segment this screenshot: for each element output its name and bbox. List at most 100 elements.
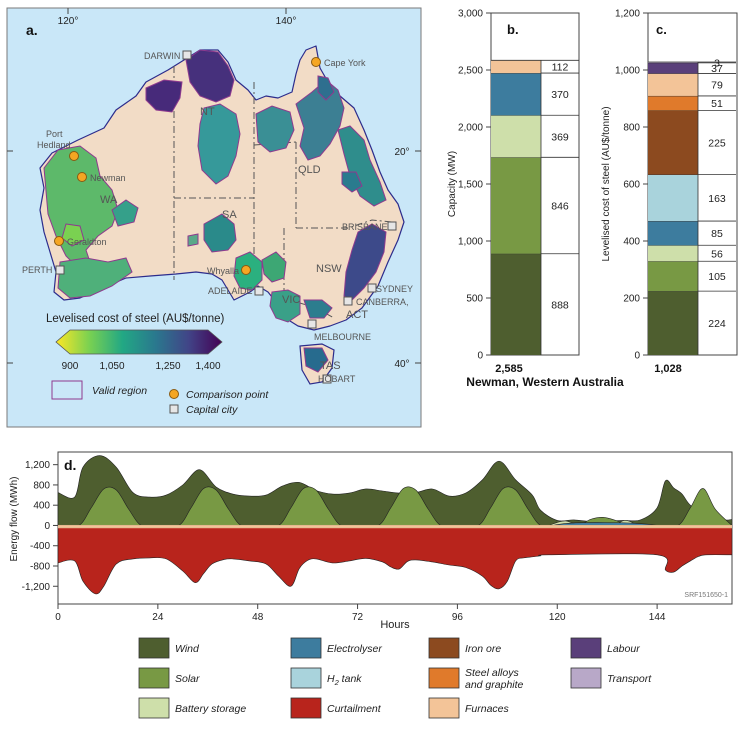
location-label: Newman, Western Australia xyxy=(466,375,624,389)
y-tick-label: 200 xyxy=(623,294,640,305)
legend-swatch-iron-ore xyxy=(428,637,460,659)
capital-marker-hobart xyxy=(322,374,332,384)
y-tick-label: 500 xyxy=(466,294,483,305)
legend-label: Steel alloys xyxy=(465,667,519,679)
legend-capital-swatch xyxy=(169,404,179,414)
legend-swatch-wind xyxy=(138,637,170,659)
legend-label: Curtailment xyxy=(327,703,382,715)
city-melbourne: MELBOURNE xyxy=(314,332,371,342)
segment-value-label: 37 xyxy=(711,63,723,75)
legend-comparison-point: Comparison point xyxy=(186,389,269,401)
point-geraldton xyxy=(54,236,64,246)
capital-marker-brisbane xyxy=(387,221,397,231)
panel-c-total: 1,028 xyxy=(654,363,682,375)
point-newman xyxy=(77,172,87,182)
y-tick-label: 1,500 xyxy=(458,180,483,191)
legend-label: Labour xyxy=(607,643,640,655)
segment-value-label: 3 xyxy=(714,57,720,69)
y-tick-label: 0 xyxy=(44,521,50,532)
x-tick-label: 120 xyxy=(549,612,566,623)
segment-value-label: 56 xyxy=(711,248,723,260)
colorbar-tick-1400: 1,400 xyxy=(195,361,220,372)
legend-swatch-transport xyxy=(570,667,602,689)
legend-label: Transport xyxy=(607,673,652,685)
colorbar xyxy=(55,329,223,355)
label-tas: TAS xyxy=(320,360,341,372)
legend-valid-region: Valid region xyxy=(92,385,147,397)
legend-swatch-h xyxy=(290,667,322,689)
panel-label-c: c. xyxy=(656,22,667,37)
capital-marker-melbourne xyxy=(307,319,317,329)
legend-label: Solar xyxy=(175,673,200,685)
capacity-bar-panel: b. Capacity (MW) 2,585 0 500 1,000 1,500 2,0… xyxy=(447,9,580,375)
x-tick-label: 96 xyxy=(452,612,464,623)
comparison-points: Cape York Port Hedland Newman Geraldton … xyxy=(37,57,366,276)
cost-bar-panel: c. Levelised cost of steel (AU$/tonne) 1… xyxy=(601,9,738,375)
y-tick-label: -1,200 xyxy=(22,582,51,593)
energy-flow-panel: d. Energy flow (MWh) Hours SRF151650-1 -… xyxy=(9,451,733,631)
lat-label-40: 40° xyxy=(394,359,409,370)
label-act: ACT xyxy=(346,309,368,321)
bar-segment-electrolyser xyxy=(491,73,541,116)
label-nsw: NSW xyxy=(316,263,342,275)
lat-label-20: 20° xyxy=(394,147,409,158)
label-whyalla: Whyalla xyxy=(207,266,239,276)
city-canberra: CANBERRA, xyxy=(356,297,409,307)
legend-label: Battery storage xyxy=(175,703,246,715)
label-wa: WA xyxy=(100,194,118,206)
segment-value-label: 163 xyxy=(708,193,726,205)
panel-d-ylabel: Energy flow (MWh) xyxy=(9,476,20,561)
y-tick-label: 0 xyxy=(477,351,483,362)
label-cape-york: Cape York xyxy=(324,58,366,68)
segment-value-label: 112 xyxy=(552,62,569,74)
panel-label-b: b. xyxy=(507,22,519,37)
city-brisbane: BRISBANE xyxy=(342,222,388,232)
legend-swatch-solar xyxy=(138,667,170,689)
y-tick-label: 800 xyxy=(33,480,50,491)
bar-segment-furnaces xyxy=(491,60,541,74)
panel-b-total: 2,585 xyxy=(495,363,523,375)
lon-label-120: 120° xyxy=(58,16,79,27)
legend-swatch-furnaces xyxy=(428,697,460,719)
bar-segment-battery-storage xyxy=(491,115,541,158)
legend-capital-city: Capital city xyxy=(186,404,238,416)
y-tick-label: 1,200 xyxy=(25,460,50,471)
legend-label: H2 tank xyxy=(327,673,362,687)
segment-value-label: 224 xyxy=(708,318,726,330)
x-tick-label: 144 xyxy=(649,612,666,623)
label-vic: VIC xyxy=(282,294,300,306)
colorbar-tick-1050: 1,050 xyxy=(99,361,124,372)
label-nt: NT xyxy=(200,106,215,118)
label-sa: SA xyxy=(222,209,237,221)
legend-label: Iron ore xyxy=(465,643,501,655)
y-tick-label: 0 xyxy=(634,351,640,362)
label-geraldton: Geraldton xyxy=(67,237,107,247)
segment-value-label: 846 xyxy=(551,201,569,213)
y-tick-label: 1,200 xyxy=(615,9,640,20)
colorbar-ticks: 900 1,050 1,250 1,400 xyxy=(62,361,221,372)
segment-value-label: 370 xyxy=(551,89,569,101)
bar-segment-iron-ore xyxy=(648,110,698,175)
capital-marker-canberra xyxy=(343,296,353,306)
y-tick-label: -400 xyxy=(30,541,50,552)
y-tick-label: 2,500 xyxy=(458,66,483,77)
y-tick-label: 800 xyxy=(623,123,640,134)
y-tick-label: 3,000 xyxy=(458,9,483,20)
legend-swatch-electrolyser xyxy=(290,637,322,659)
panel-c-ylabel: Levelised cost of steel (AU$/tonne) xyxy=(601,106,612,261)
city-hobart: HOBART xyxy=(318,374,356,384)
bar-segment-wind xyxy=(491,253,541,355)
bar-segment-solar xyxy=(648,261,698,292)
capital-marker-adelaide xyxy=(254,286,264,296)
colorbar-tick-1250: 1,250 xyxy=(155,361,180,372)
segment-value-label: 51 xyxy=(711,98,723,110)
region-labels: NT QLD WA SA NSW VIC TAS ACT xyxy=(100,106,368,372)
label-port-hedland-line2: Hedland xyxy=(37,140,71,150)
point-cape-york xyxy=(311,57,321,67)
y-tick-label: 400 xyxy=(33,501,50,512)
legend-label-line2: and graphite xyxy=(465,679,524,691)
segment-value-label: 79 xyxy=(711,80,723,92)
energy-flow-areas xyxy=(58,455,732,595)
y-tick-label: 2,000 xyxy=(458,123,483,134)
